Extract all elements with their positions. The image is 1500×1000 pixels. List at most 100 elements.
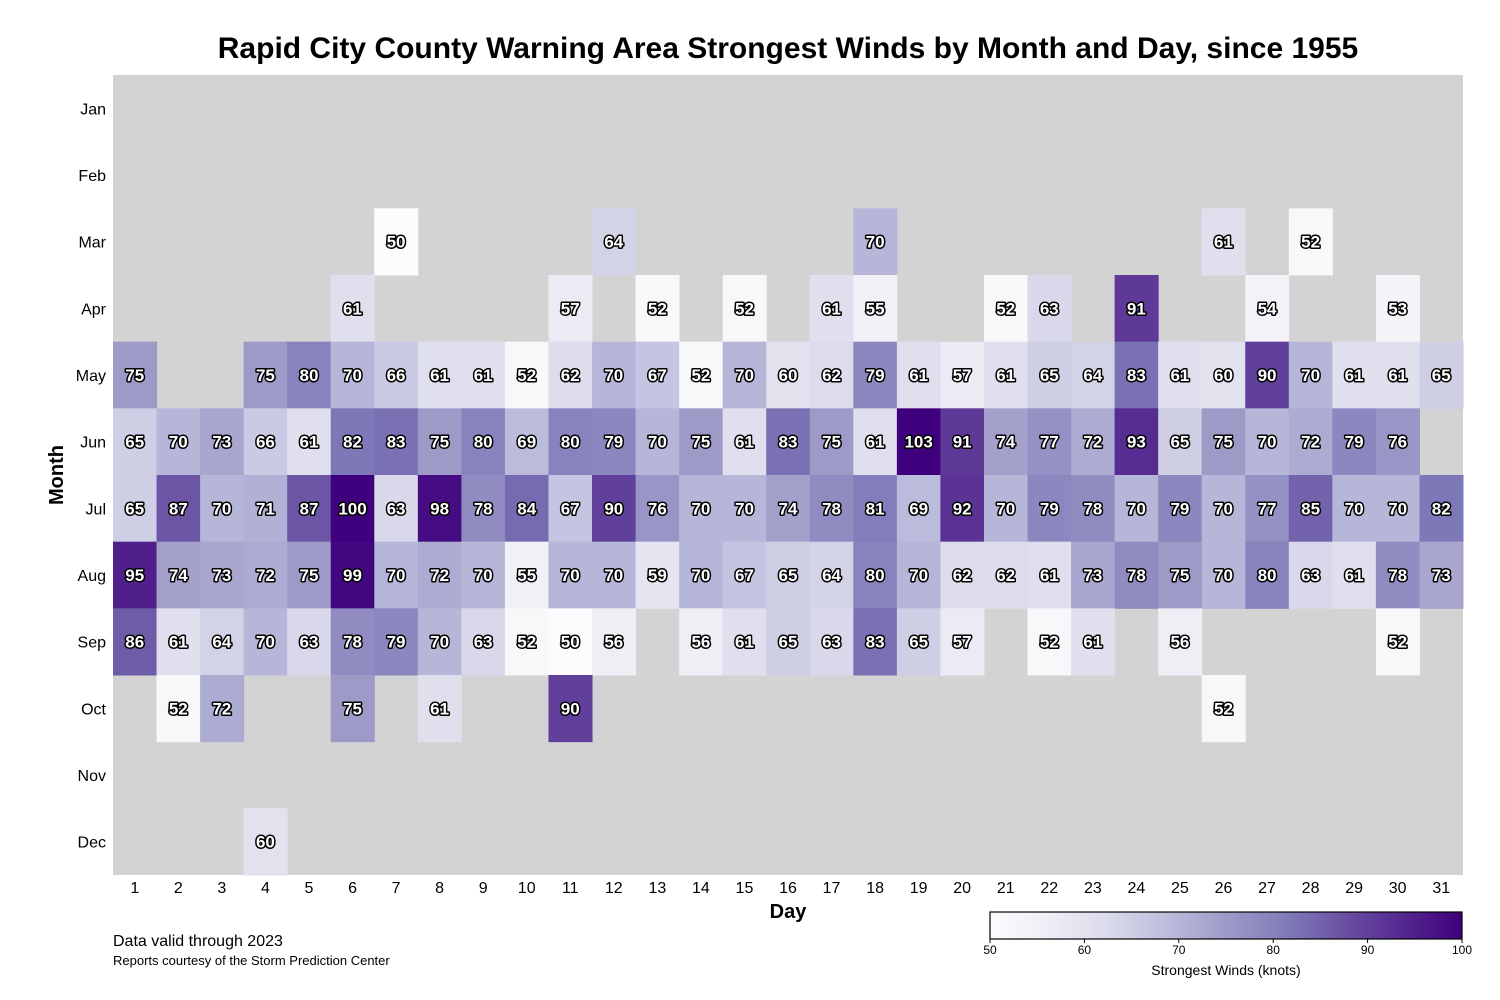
heatmap-cell-may-22: [1027, 341, 1072, 409]
chart-title: Rapid City County Warning Area Strongest…: [218, 32, 1358, 65]
heatmap-cell-sep-7: [374, 608, 419, 676]
heatmap-cell-sep-9: [461, 608, 506, 676]
heatmap-cell-may-29: [1332, 341, 1377, 409]
heatmap-cell-jul-24: [1114, 475, 1159, 543]
cell-value-label: 78: [343, 633, 362, 652]
cell-value-label: 52: [1040, 633, 1059, 652]
heatmap-cell-may-16: [766, 341, 811, 409]
heatmap-cell-aug-14: [679, 541, 724, 609]
heatmap-cell-may-4: [243, 341, 288, 409]
heatmap-cell-sep-16: [766, 608, 811, 676]
heatmap-cell-sep-10: [504, 608, 549, 676]
cell-value-label: 52: [1388, 633, 1407, 652]
cell-value-label: 50: [561, 633, 580, 652]
cell-value-label: 61: [169, 633, 188, 652]
heatmap-cell-sep-12: [592, 608, 637, 676]
spc-courtesy-note: Reports courtesy of the Storm Prediction…: [113, 953, 390, 968]
heatmap-cell-apr-24: [1114, 275, 1159, 343]
cell-value-label: 61: [1040, 566, 1059, 585]
cell-value-label: 83: [866, 633, 885, 652]
cell-value-label: 70: [256, 633, 275, 652]
heatmap-cell-apr-17: [809, 275, 854, 343]
heatmap-cell-may-21: [983, 341, 1029, 409]
cell-value-label: 93: [1127, 433, 1146, 452]
heatmap-cell-jun-24: [1114, 408, 1159, 476]
cell-value-label: 70: [1214, 499, 1233, 518]
heatmap-cell-sep-25: [1158, 608, 1203, 676]
heatmap-cell-jul-9: [461, 475, 506, 543]
heatmap-cell-jul-15: [722, 475, 767, 543]
heatmap-cell-may-12: [592, 341, 637, 409]
cell-value-label: 61: [430, 699, 449, 718]
heatmap-cell-aug-27: [1245, 541, 1290, 609]
cell-value-label: 60: [1214, 366, 1233, 385]
y-tick-label: Apr: [81, 301, 107, 318]
cell-value-label: 64: [212, 633, 231, 652]
heatmap-cell-jul-29: [1332, 475, 1377, 543]
heatmap-cell-may-30: [1375, 341, 1420, 409]
cell-value-label: 77: [1258, 499, 1277, 518]
cell-value-label: 52: [735, 299, 754, 318]
cell-value-label: 75: [1170, 566, 1189, 585]
y-tick-label: Oct: [81, 701, 106, 718]
colorbar-tick-label: 60: [1078, 943, 1092, 957]
heatmap-cell-aug-3: [200, 541, 245, 609]
cell-value-label: 79: [604, 433, 623, 452]
heatmap-cell-may-18: [853, 341, 898, 409]
cell-value-label: 87: [169, 499, 188, 518]
heatmap-cell-aug-16: [766, 541, 811, 609]
cell-value-label: 71: [256, 499, 275, 518]
heatmap-cell-dec-4: [243, 808, 288, 876]
y-tick-label: Sep: [78, 635, 107, 652]
x-tick-label: 19: [910, 880, 928, 897]
heatmap-cell-may-6: [330, 341, 375, 409]
y-tick-label: Feb: [78, 168, 106, 185]
heatmap-cell-may-9: [461, 341, 506, 409]
cell-value-label: 61: [474, 366, 493, 385]
heatmap-cell-mar-26: [1201, 208, 1246, 276]
cell-value-label: 66: [387, 366, 406, 385]
cell-value-label: 82: [1432, 499, 1451, 518]
heatmap-cell-aug-20: [940, 541, 985, 609]
cell-value-label: 65: [909, 633, 928, 652]
x-tick-label: 15: [736, 880, 754, 897]
cell-value-label: 61: [1388, 366, 1407, 385]
heatmap-cell-jul-28: [1288, 475, 1333, 543]
heatmap-cell-jun-16: [766, 408, 811, 476]
heatmap-cell-jun-5: [287, 408, 332, 476]
heatmap-cell-may-19: [896, 341, 941, 409]
cell-value-label: 75: [430, 433, 449, 452]
x-tick-label: 22: [1040, 880, 1058, 897]
heatmap-cell-jun-23: [1071, 408, 1116, 476]
heatmap-cell-jul-22: [1027, 475, 1072, 543]
y-tick-label: Jan: [80, 101, 106, 118]
cell-value-label: 75: [1214, 433, 1233, 452]
cell-value-label: 65: [779, 633, 798, 652]
heatmap-cell-jul-23: [1071, 475, 1116, 543]
heatmap-cell-may-8: [417, 341, 462, 409]
cell-value-label: 52: [517, 366, 536, 385]
heatmap-cell-jun-20: [940, 408, 985, 476]
cell-value-label: 72: [1083, 433, 1102, 452]
cell-value-label: 80: [300, 366, 319, 385]
heatmap-cell-aug-6: [330, 541, 375, 609]
cell-value-label: 70: [1301, 366, 1320, 385]
heatmap-cell-jun-8: [417, 408, 462, 476]
heatmap-cell-apr-18: [853, 275, 898, 343]
cell-value-label: 78: [1388, 566, 1407, 585]
heatmap-cell-oct-6: [330, 675, 375, 743]
cell-value-label: 61: [735, 433, 754, 452]
heatmap-cell-jul-19: [896, 475, 941, 543]
x-tick-label: 25: [1171, 880, 1189, 897]
heatmap-cell-jun-27: [1245, 408, 1290, 476]
heatmap-cell-aug-4: [243, 541, 288, 609]
heatmap-cell-aug-7: [374, 541, 419, 609]
heatmap-cell-aug-31: [1419, 541, 1464, 609]
cell-value-label: 70: [735, 366, 754, 385]
heatmap-cell-aug-30: [1375, 541, 1420, 609]
data-valid-note: Data valid through 2023: [113, 933, 283, 950]
cell-value-label: 52: [517, 633, 536, 652]
x-tick-label: 12: [605, 880, 623, 897]
x-tick-label: 7: [392, 880, 401, 897]
